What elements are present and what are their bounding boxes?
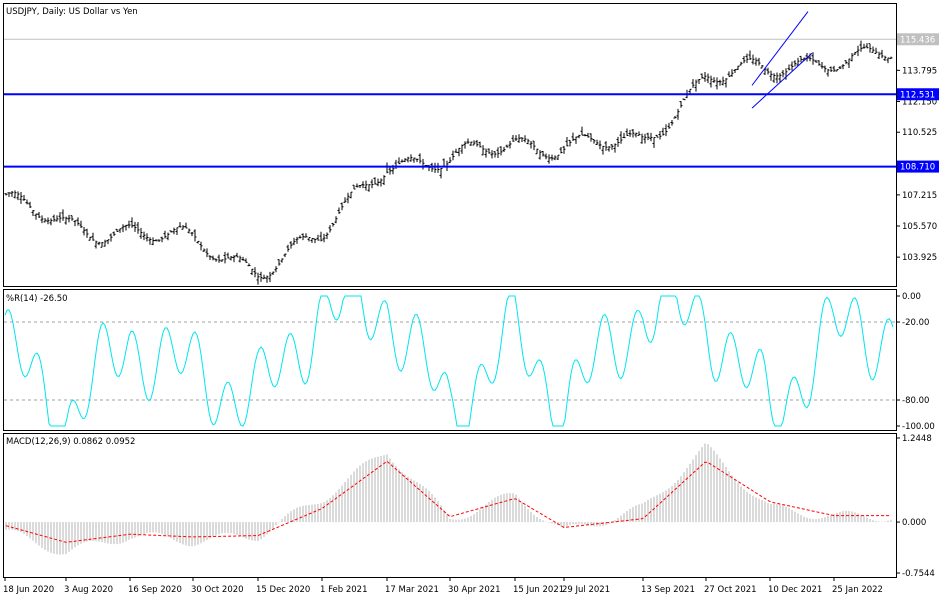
axes-group: 103.925 105.570 107.215 108.710 110.525 112.1… xyxy=(3,33,939,595)
level-label-112.531-box xyxy=(897,88,939,101)
price-chart-title: USDJPY, Daily: US Dollar vs Yen xyxy=(6,7,138,17)
x-tick-label: 10 Dec 2021 xyxy=(768,585,822,595)
x-tick-label: 13 Sep 2021 xyxy=(641,585,695,595)
x-tick-label: 1 Feb 2021 xyxy=(320,585,368,595)
wpr-y-tick-label: -20.00 xyxy=(902,318,929,328)
price-y-tick-label: 110.525 xyxy=(902,128,937,138)
x-tick-label: 30 Apr 2021 xyxy=(448,585,501,595)
macd-group xyxy=(5,443,892,555)
current-price-label: 115.436 xyxy=(900,35,935,45)
wpr-y-tick-label: -80.00 xyxy=(902,396,929,406)
price-y-tick-label: 112.150 xyxy=(902,97,937,107)
macd-y-tick-label: 0.000 xyxy=(902,518,926,528)
x-tick-label: 18 Jun 2020 xyxy=(3,585,54,595)
channel-lower-line xyxy=(751,52,813,109)
wpr-line xyxy=(4,295,894,427)
x-tick-label: 16 Sep 2020 xyxy=(128,585,182,595)
price-y-tick-label: 113.795 xyxy=(902,66,937,76)
price-y-tick-label: 107.215 xyxy=(902,191,937,201)
x-tick-label: 27 Oct 2021 xyxy=(704,585,757,595)
x-tick-label: 29 Jul 2021 xyxy=(562,585,610,595)
price-pane-frame xyxy=(3,3,897,287)
macd-y-tick-label: 1.2448 xyxy=(902,434,932,444)
x-tick-label: 15 Jun 2021 xyxy=(513,585,564,595)
current-price-label-box xyxy=(897,33,939,46)
price-y-tick-label: 103.925 xyxy=(902,253,937,263)
wpr-title: %R(14) -26.50 xyxy=(6,294,68,304)
channel-upper-line xyxy=(751,11,809,86)
x-tick-label: 30 Oct 2020 xyxy=(191,585,244,595)
macd-y-tick-label: -0.7544 xyxy=(902,569,935,579)
x-tick-label: 15 Dec 2020 xyxy=(256,585,310,595)
level-label-108.710: 108.710 xyxy=(900,163,935,173)
price-y-tick-label: 105.570 xyxy=(902,222,937,232)
x-tick-label: 3 Aug 2020 xyxy=(64,585,113,595)
x-tick-label: 17 Mar 2021 xyxy=(385,585,439,595)
wpr-y-tick-label: -100.00 xyxy=(902,422,935,432)
price-bars-group xyxy=(4,11,896,285)
wpr-pane-frame xyxy=(3,289,897,431)
wpr-line-group xyxy=(4,295,896,427)
level-label-112.531: 112.531 xyxy=(900,90,935,100)
macd-signal-line xyxy=(5,460,891,543)
x-tick-label: 25 Jan 2022 xyxy=(832,585,883,595)
wpr-y-tick-label: 0.00 xyxy=(902,292,921,302)
level-label-108.710-box xyxy=(897,160,939,173)
macd-title: MACD(12,26,9) 0.0862 0.0952 xyxy=(6,437,135,447)
macd-pane-frame xyxy=(3,433,897,578)
